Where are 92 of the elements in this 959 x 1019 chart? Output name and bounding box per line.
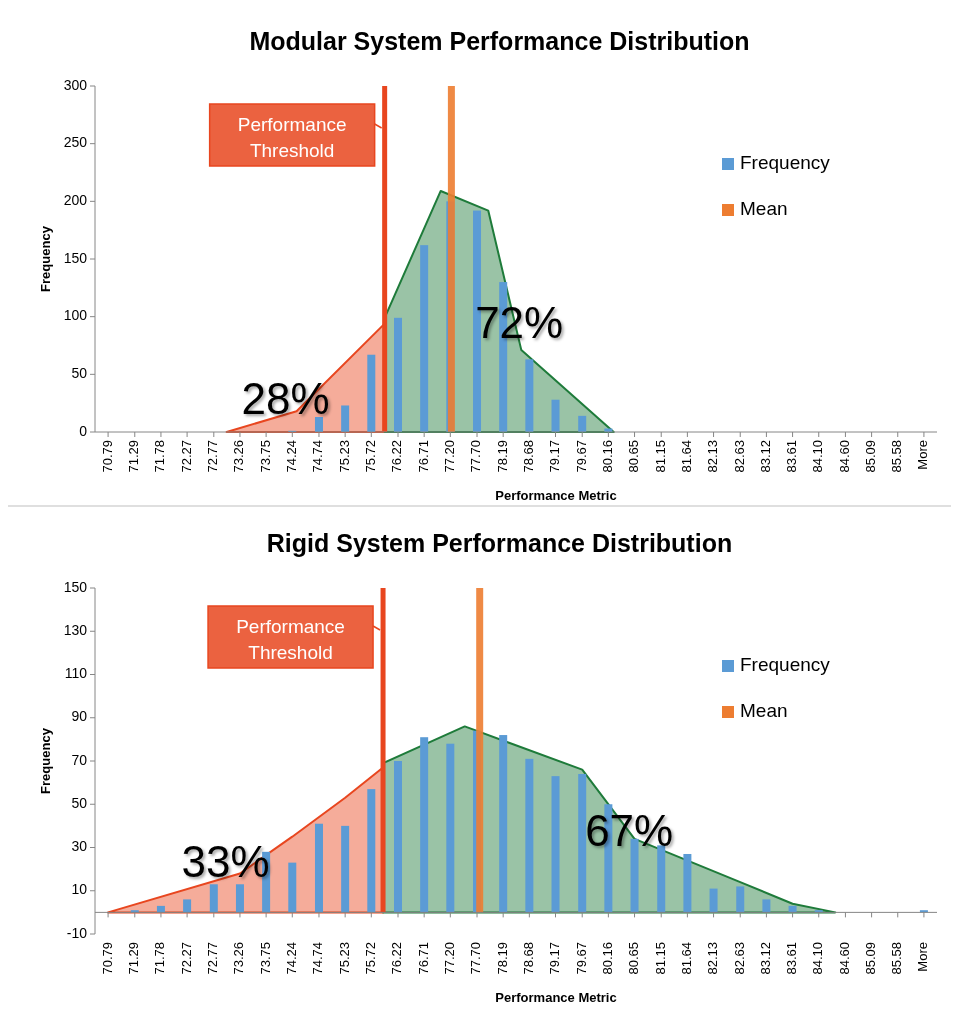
y-tick-label: 100 [63,307,88,324]
x-axis-title: Performance Metric [495,990,617,1005]
x-tick-label: 71.78 [152,440,168,473]
x-tick-label: 73.75 [257,440,273,473]
x-tick-label: 74.24 [283,942,299,975]
x-tick-label: 71.29 [126,942,142,975]
x-tick-label: 79.17 [546,942,562,975]
x-tick-label: 78.19 [494,942,510,975]
y-tick-label: 90 [71,708,88,725]
x-tick-label: 79.17 [546,440,562,473]
x-tick-label: 78.68 [520,942,536,975]
ref-line-label: Performance Threshold [236,616,345,663]
x-tick-label: 85.09 [863,942,879,975]
x-tick-label: 85.09 [863,440,879,473]
x-tick-label: 72.77 [205,440,221,473]
x-tick-label: 76.71 [415,942,431,975]
x-tick-label: 72.77 [205,942,221,975]
x-tick-label: 84.10 [810,440,826,473]
x-tick-label: 82.63 [731,942,747,975]
x-tick-label: 77.70 [468,942,484,975]
x-tick-label: 73.26 [231,942,247,975]
x-tick-label: 75.23 [336,942,352,975]
y-tick-label: 30 [71,838,88,855]
x-tick-label: 81.15 [652,440,668,473]
y-tick-label: 70 [71,751,88,768]
y-tick-label: 150 [63,578,88,595]
x-tick-label: 81.64 [678,440,694,473]
x-tick-label: 80.16 [599,440,615,473]
x-tick-label: 83.61 [784,440,800,473]
x-tick-label: 77.20 [441,942,457,975]
chart-title: Modular System Performance Distribution [249,27,750,55]
x-tick-label: 82.13 [704,942,720,975]
x-tick-label: 81.64 [678,942,694,975]
x-tick-label: 83.12 [757,440,773,473]
x-tick-label: 70.79 [99,942,115,975]
y-tick-label: 50 [71,794,88,811]
y-tick-label: 250 [63,134,88,151]
x-tick-label: 82.63 [731,440,747,473]
y-tick-label: 10 [71,881,88,898]
x-tick-label: 80.16 [599,942,615,975]
x-tick-label: More [915,942,931,972]
x-tick-label: 78.68 [520,440,536,473]
legend-label: Mean [740,700,788,722]
x-tick-label: 77.70 [468,440,484,473]
x-tick-label: 73.26 [231,440,247,473]
legend-label: Mean [740,198,788,220]
y-tick-label: 50 [71,365,88,382]
x-tick-label: 72.27 [178,942,194,975]
x-tick-label: 76.22 [389,942,405,975]
x-tick-label: 85.58 [889,942,905,975]
y-tick-label: 0 [79,422,88,439]
x-tick-label: 76.22 [389,440,405,473]
x-tick-label: 72.27 [178,440,194,473]
x-tick-label: 74.74 [310,440,326,473]
y-tick-label: 130 [63,621,88,638]
x-tick-label: 79.67 [573,440,589,473]
x-tick-label: 74.24 [283,440,299,473]
x-tick-label: 70.79 [99,440,115,473]
x-tick-label: 82.13 [704,440,720,473]
x-tick-label: 77.20 [441,440,457,473]
y-axis-title: Frequency [38,727,53,794]
x-tick-label: 71.29 [126,440,142,473]
x-tick-label: 79.67 [573,942,589,975]
y-tick-label: -10 [66,924,88,941]
x-tick-label: 85.58 [889,440,905,473]
legend-label: Frequency [740,152,831,174]
x-tick-label: 71.78 [152,942,168,975]
x-tick-label: 76.71 [415,440,431,473]
x-tick-label: 84.10 [810,942,826,975]
x-tick-label: 74.74 [310,942,326,975]
x-tick-label: 81.15 [652,942,668,975]
x-tick-label: More [915,440,931,470]
x-tick-label: 84.60 [836,942,852,975]
x-tick-label: 75.72 [362,942,378,975]
x-tick-label: 83.61 [784,942,800,975]
y-tick-label: 110 [64,665,88,682]
ref-line-label: Performance Threshold [237,114,347,161]
y-tick-label: 200 [63,192,88,209]
x-tick-label: 80.65 [625,440,641,473]
y-tick-label: 300 [63,76,88,93]
x-tick-label: 75.72 [362,440,378,473]
y-axis-title: Frequency [38,225,53,292]
x-tick-label: 75.23 [336,440,352,473]
x-tick-label: 84.60 [836,440,852,473]
legend-label: Frequency [740,654,831,676]
chart-title: Rigid System Performance Distribution [266,529,733,557]
x-tick-label: 73.75 [257,942,273,975]
x-tick-label: 83.12 [757,942,773,975]
x-tick-label: 78.19 [494,440,510,473]
x-tick-label: 80.65 [625,942,641,975]
y-tick-label: 150 [63,249,88,266]
x-axis-title: Performance Metric [495,488,617,503]
